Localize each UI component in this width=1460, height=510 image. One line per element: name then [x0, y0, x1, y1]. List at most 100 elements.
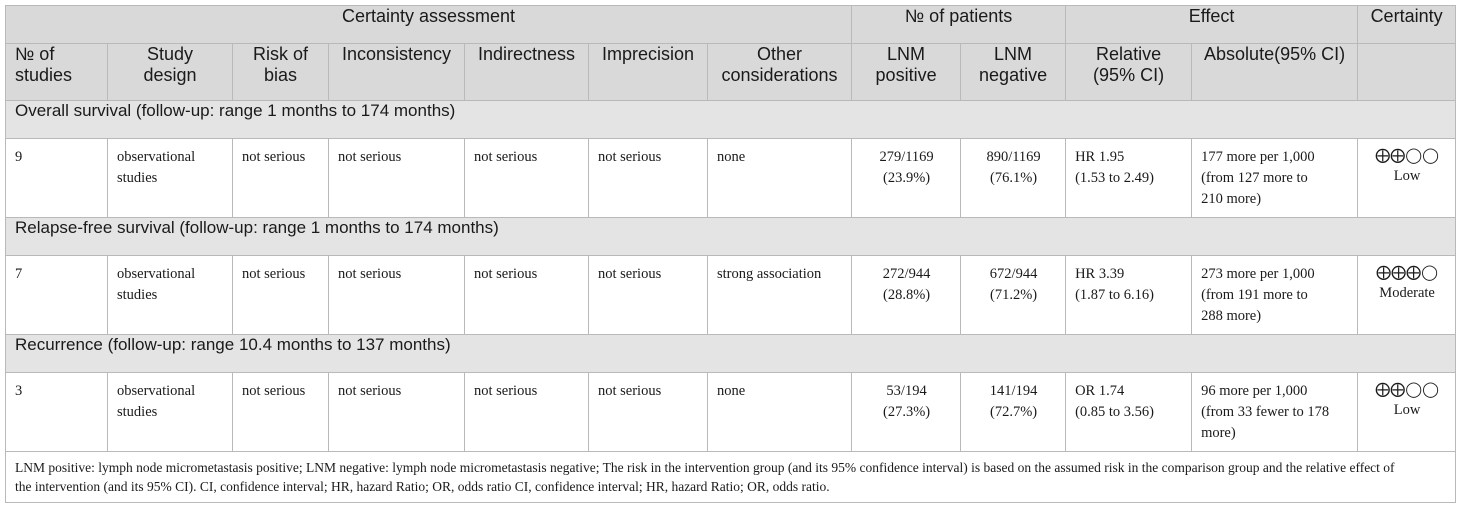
col-header-relative-line2: (95% CI)	[1093, 65, 1165, 85]
certainty-label: Low	[1393, 168, 1421, 184]
grade-evidence-table-container: Certainty assessment № of patients Effec…	[4, 5, 1457, 503]
col-header-inconsistency: Inconsistency	[328, 43, 465, 101]
cell-inconsistency: not serious	[328, 138, 465, 218]
section-title: Relapse-free survival (follow-up: range …	[4, 217, 1457, 256]
cell-absolute-line1: 96 more per 1,000	[1201, 383, 1308, 399]
cell-studies: 9	[5, 138, 108, 218]
section-title: Overall survival (follow-up: range 1 mon…	[4, 100, 1457, 139]
col-header-other: Other considerations	[706, 43, 853, 101]
table-row: 3 observational studies not serious not …	[5, 372, 1457, 452]
cell-absolute: 273 more per 1,000 (from 191 more to 288…	[1191, 255, 1359, 335]
cell-inconsistency: not serious	[328, 372, 465, 452]
cell-relative-ci: (1.87 to 6.16)	[1075, 287, 1154, 303]
cell-design: observational studies	[107, 138, 233, 218]
cell-indirectness: not serious	[464, 138, 589, 218]
header-certainty-assessment: Certainty assessment	[4, 5, 853, 44]
cell-design-line1: observational	[117, 149, 196, 165]
cell-absolute-line1: 273 more per 1,000	[1201, 266, 1315, 282]
cell-studies: 7	[5, 255, 108, 335]
cell-absolute-line2: (from 127 more to	[1201, 170, 1308, 186]
cell-lnm-positive-pct: (23.9%)	[883, 170, 931, 186]
cell-absolute-line3: 210 more)	[1201, 191, 1262, 207]
cell-imprecision: not serious	[588, 372, 708, 452]
cell-lnm-negative-count: 890/1169	[986, 149, 1041, 165]
cell-lnm-negative: 672/944 (71.2%)	[960, 255, 1067, 335]
cell-inconsistency: not serious	[328, 255, 465, 335]
cell-relative: HR 3.39 (1.87 to 6.16)	[1065, 255, 1193, 335]
cell-design-line2: studies	[117, 287, 158, 303]
col-header-imprecision: Imprecision	[588, 43, 708, 101]
cell-bias: not serious	[232, 255, 329, 335]
certainty-label: Moderate	[1379, 285, 1435, 301]
section-row: Relapse-free survival (follow-up: range …	[4, 217, 1457, 256]
footnote-line2: the intervention (and its 95% CI). CI, c…	[15, 479, 830, 494]
col-header-lnm-negative-line2: negative	[979, 65, 1048, 85]
section-title: Recurrence (follow-up: range 10.4 months…	[4, 334, 1457, 373]
certainty-rating-icon: ⨁⨁◯◯	[1375, 146, 1439, 164]
cell-other: none	[706, 372, 853, 452]
col-header-design-line2: design	[143, 65, 197, 85]
cell-certainty: ⨁⨁◯◯ Low	[1357, 138, 1457, 218]
table-footnote: LNM positive: lymph node micrometastasis…	[4, 451, 1457, 503]
cell-studies: 3	[5, 372, 108, 452]
cell-absolute-line3: more)	[1201, 425, 1236, 441]
col-header-certainty-empty	[1357, 43, 1457, 101]
section-row: Overall survival (follow-up: range 1 mon…	[4, 100, 1457, 139]
cell-absolute-line2: (from 191 more to	[1201, 287, 1308, 303]
col-header-absolute: Absolute(95% CI)	[1191, 43, 1359, 101]
section-row: Recurrence (follow-up: range 10.4 months…	[4, 334, 1457, 373]
col-header-lnm-positive: LNM positive	[851, 43, 962, 101]
table-row: 9 observational studies not serious not …	[5, 138, 1457, 218]
cell-other: strong association	[706, 255, 853, 335]
cell-relative-value: HR 1.95	[1075, 149, 1125, 165]
cell-absolute-line3: 288 more)	[1201, 308, 1262, 324]
cell-lnm-positive-count: 53/194	[886, 383, 927, 399]
col-header-bias: Risk of bias	[232, 43, 329, 101]
footnote-row: LNM positive: lymph node micrometastasis…	[4, 451, 1457, 503]
header-effect: Effect	[1065, 5, 1359, 44]
cell-imprecision: not serious	[588, 138, 708, 218]
cell-relative-value: HR 3.39	[1075, 266, 1125, 282]
col-header-bias-line1: Risk of	[252, 44, 308, 64]
cell-lnm-positive: 53/194 (27.3%)	[851, 372, 962, 452]
cell-bias: not serious	[232, 372, 329, 452]
cell-relative-ci: (0.85 to 3.56)	[1075, 404, 1154, 420]
certainty-label: Low	[1393, 402, 1421, 418]
header-group-row: Certainty assessment № of patients Effec…	[4, 5, 1457, 44]
header-patients: № of patients	[851, 5, 1067, 44]
col-header-relative: Relative (95% CI)	[1065, 43, 1193, 101]
cell-imprecision: not serious	[588, 255, 708, 335]
cell-design-line1: observational	[117, 266, 196, 282]
cell-lnm-positive: 272/944 (28.8%)	[851, 255, 962, 335]
cell-design: observational studies	[107, 255, 233, 335]
cell-relative-value: OR 1.74	[1075, 383, 1125, 399]
cell-lnm-positive-count: 279/1169	[879, 149, 934, 165]
cell-certainty: ⨁⨁⨁◯ Moderate	[1357, 255, 1457, 335]
cell-relative: OR 1.74 (0.85 to 3.56)	[1065, 372, 1193, 452]
table-row: 7 observational studies not serious not …	[5, 255, 1457, 335]
col-header-lnm-negative: LNM negative	[960, 43, 1067, 101]
cell-absolute: 177 more per 1,000 (from 127 more to 210…	[1191, 138, 1359, 218]
cell-lnm-positive: 279/1169 (23.9%)	[851, 138, 962, 218]
col-header-indirectness: Indirectness	[464, 43, 589, 101]
cell-lnm-negative-pct: (71.2%)	[990, 287, 1038, 303]
cell-design-line2: studies	[117, 404, 158, 420]
cell-absolute-line1: 177 more per 1,000	[1201, 149, 1315, 165]
cell-certainty: ⨁⨁◯◯ Low	[1357, 372, 1457, 452]
grade-evidence-table: Certainty assessment № of patients Effec…	[4, 5, 1457, 503]
col-header-lnm-positive-line2: positive	[875, 65, 937, 85]
col-header-studies-line2: studies	[15, 65, 73, 85]
cell-lnm-negative: 890/1169 (76.1%)	[960, 138, 1067, 218]
cell-relative: HR 1.95 (1.53 to 2.49)	[1065, 138, 1193, 218]
header-certainty: Certainty	[1357, 5, 1457, 44]
cell-relative-ci: (1.53 to 2.49)	[1075, 170, 1154, 186]
col-header-design-line1: Study	[146, 44, 194, 64]
col-header-bias-line2: bias	[263, 65, 298, 85]
col-header-lnm-negative-line1: LNM	[994, 44, 1033, 64]
cell-lnm-negative-count: 672/944	[989, 266, 1038, 282]
cell-design: observational studies	[107, 372, 233, 452]
cell-lnm-negative-count: 141/194	[989, 383, 1038, 399]
col-header-studies-line1: № of	[15, 44, 55, 64]
header-column-row: № of studies Study design Risk of bias I…	[5, 43, 1457, 101]
cell-design-line2: studies	[117, 170, 158, 186]
